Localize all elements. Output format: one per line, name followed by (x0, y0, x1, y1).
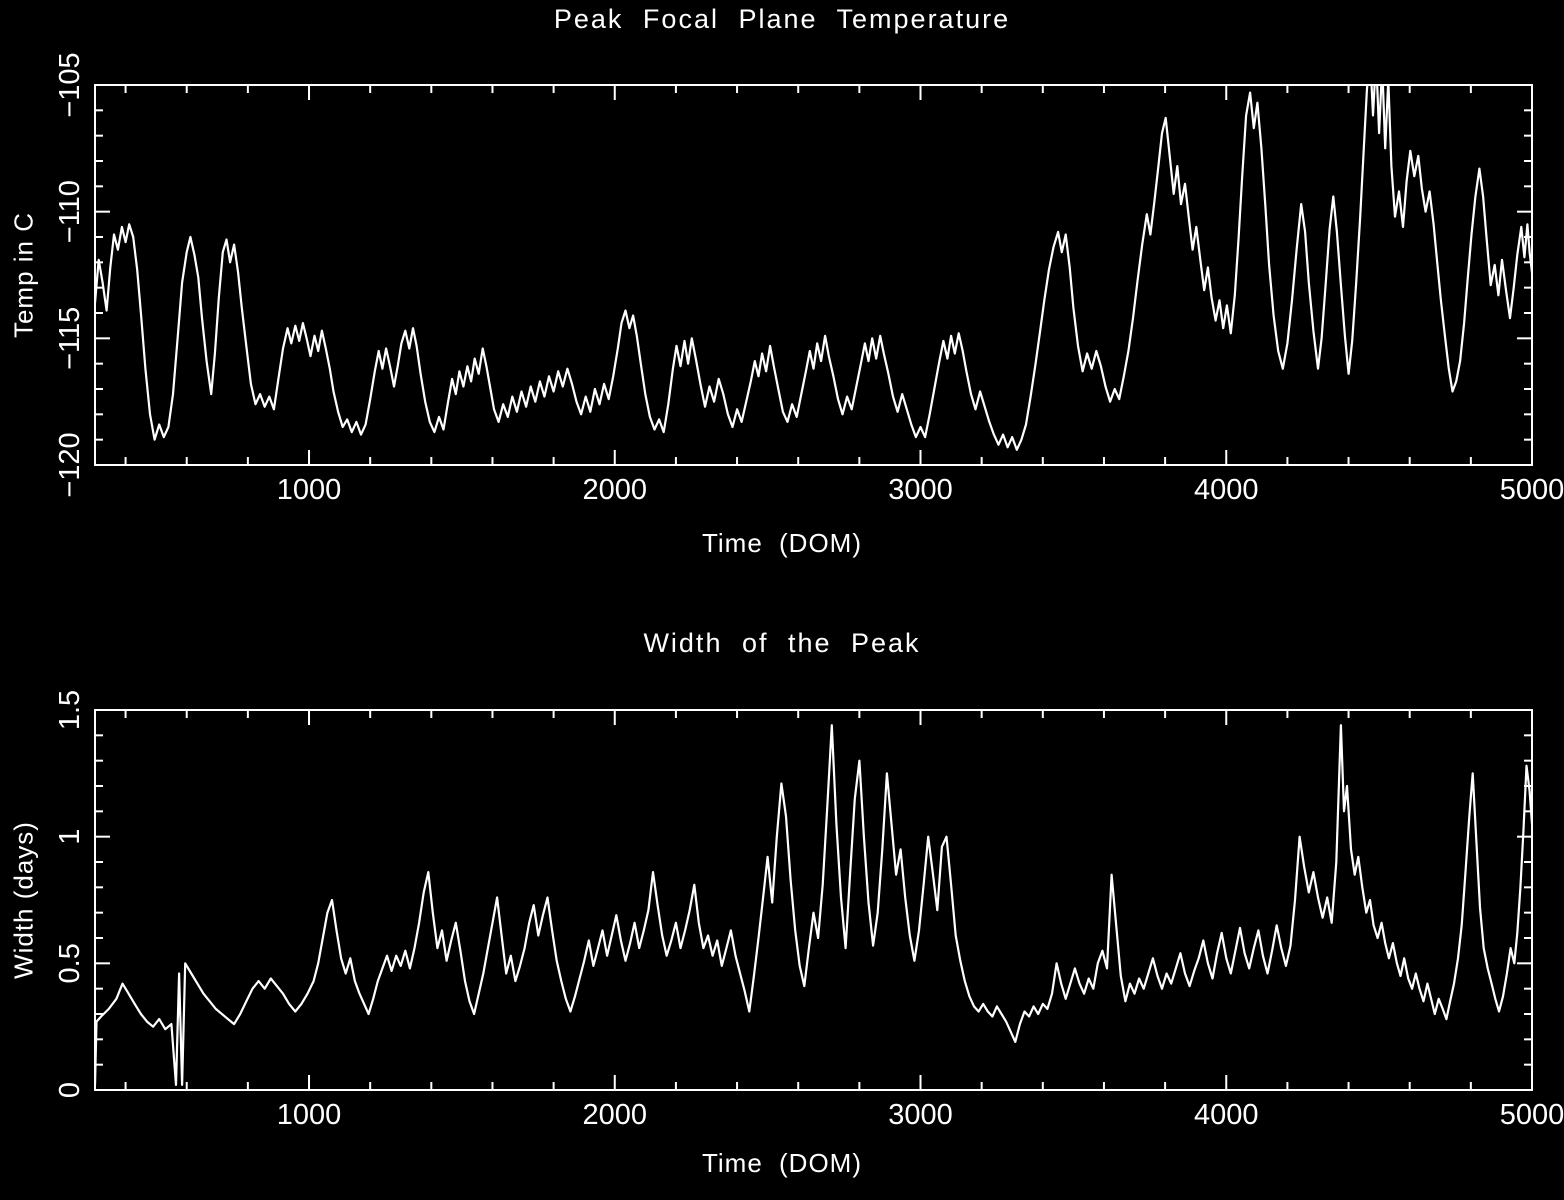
x-tick-label: 3000 (888, 1099, 953, 1131)
x-tick-label: 4000 (1194, 1099, 1259, 1131)
y-tick-label: 1.5 (54, 690, 86, 730)
x-axis-label: Time (DOM) (701, 528, 862, 558)
y-axis-label: Temp in C (8, 211, 39, 339)
temperature-chart-panel: 1000 2000 3000 4000 5000 −120 −115 −110 −105 Pea… (8, 4, 1564, 558)
y-tick-label: 1 (54, 829, 86, 845)
x-tick-label: 3000 (888, 474, 953, 506)
y-tick-label: 0 (54, 1082, 86, 1098)
x-tick-label: 1000 (277, 474, 342, 506)
y-tick-label: −115 (54, 307, 86, 370)
y-tick-label: −110 (54, 180, 86, 243)
temperature-plot-area: 1000 2000 3000 4000 5000 −120 −115 −110 −105 (54, 52, 1564, 506)
x-tick-label: 5000 (1500, 1099, 1564, 1131)
y-tick-label: −105 (54, 52, 86, 117)
y-tick-label: 0.5 (54, 943, 86, 983)
axes-box (94, 84, 1533, 466)
x-axis-label: Time (DOM) (701, 1148, 862, 1178)
x-tick-label: 4000 (1194, 474, 1259, 506)
x-tick-label: 2000 (583, 1099, 648, 1131)
width-chart-panel: 1000 2000 3000 4000 5000 0 0.5 1 1.5 Width of th… (0, 600, 1564, 1200)
x-tick-label: 2000 (583, 474, 648, 506)
y-axis-label: Width (days) (8, 821, 39, 979)
x-tick-label: 5000 (1500, 474, 1564, 506)
x-tick-label: 1000 (277, 1099, 342, 1131)
data-series-line (95, 724, 1532, 1086)
chart-title: Width of the Peak (643, 628, 921, 658)
width-plot-area: 1000 2000 3000 4000 5000 0 0.5 1 1.5 (54, 690, 1564, 1131)
y-tick-label: −120 (54, 432, 86, 497)
axes-box (94, 709, 1533, 1091)
data-series-line (95, 85, 1532, 451)
chart-title: Peak Focal Plane Temperature (553, 4, 1011, 34)
